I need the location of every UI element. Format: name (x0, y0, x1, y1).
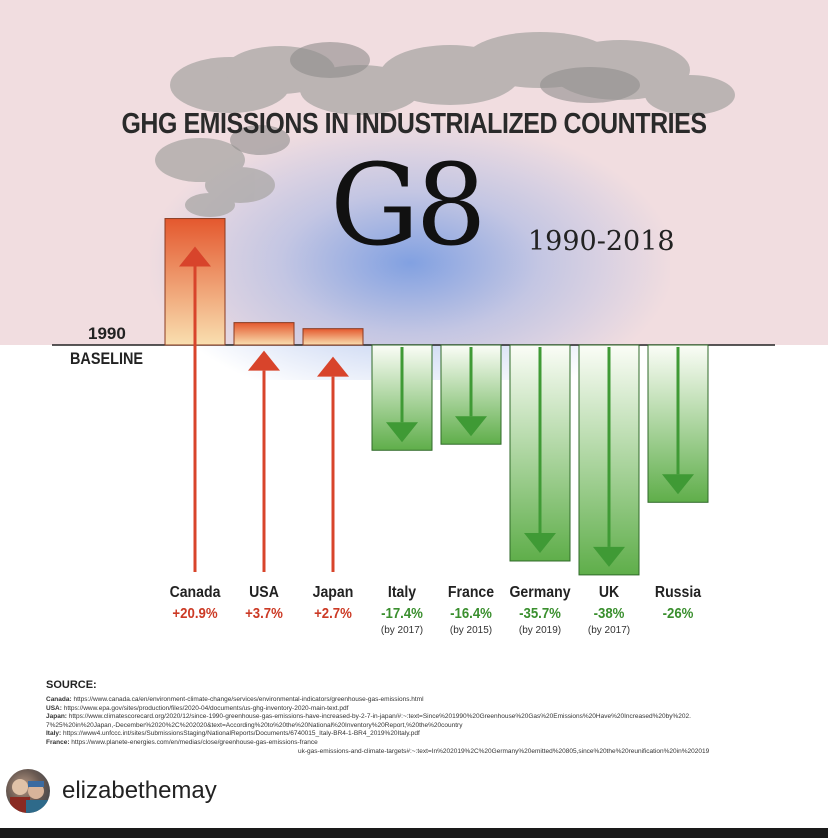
arrow-head-japan (317, 356, 349, 377)
value-label-canada: +20.9% (172, 605, 218, 622)
category-label-russia: Russia (654, 584, 702, 601)
chart-title: GHG EMISSIONS IN INDUSTRIALIZED COUNTRIE… (121, 108, 707, 140)
value-label-usa: +3.7% (245, 605, 283, 622)
source-heading: SOURCE: (46, 679, 97, 691)
note-label-uk: (by 2017) (587, 625, 631, 636)
avatar-photo (10, 779, 48, 813)
category-label-usa: USA (249, 584, 279, 601)
bottom-bar (0, 828, 828, 838)
source-country: France: (46, 739, 72, 746)
source-country: Canada: (46, 696, 74, 703)
source-url[interactable]: https://www4.unfccc.int/sites/Submission… (62, 730, 420, 738)
arrow-head-france (455, 416, 487, 437)
source-line: France: https://www.planete-energies.com… (46, 739, 776, 746)
source-country: Italy: (46, 730, 63, 738)
post-footer (0, 756, 828, 828)
arrow-head-canada (179, 246, 211, 267)
note-label-france: (by 2015) (449, 625, 493, 636)
arrow-head-usa (248, 350, 280, 371)
note-label-germany: (by 2019) (518, 625, 562, 636)
source-line: uk-gas-emissions-and-climate-targets#:~:… (298, 748, 828, 755)
source-url[interactable]: uk-gas-emissions-and-climate-targets#:~:… (298, 747, 710, 755)
source-line: 7%25%20in%20Japan,-December%2020%2C%2020… (46, 722, 776, 729)
source-country: USA: (46, 704, 64, 712)
source-line: USA: https://www.epa.gov/sites/productio… (46, 705, 776, 712)
category-label-italy: Italy (387, 584, 417, 601)
category-label-japan: Japan (312, 584, 354, 601)
arrow-head-russia (662, 474, 694, 495)
bar-chart (52, 218, 775, 576)
value-label-germany: -35.7% (519, 605, 561, 622)
baseline-year-label: 1990 (88, 324, 126, 343)
source-country: Japan: (46, 713, 69, 721)
category-label-france: France (447, 584, 495, 601)
source-url[interactable]: https://www.canada.ca/en/environment-cli… (73, 696, 424, 703)
source-url[interactable]: https://www.epa.gov/sites/production/fil… (63, 704, 349, 712)
source-line: Italy: https://www4.unfccc.int/sites/Sub… (46, 730, 776, 737)
arrow-head-italy (386, 422, 418, 443)
note-label-italy: (by 2017) (380, 625, 424, 636)
category-label-canada: Canada (169, 584, 221, 601)
username-link[interactable]: elizabethemay (62, 777, 217, 804)
smoke-clouds (155, 32, 735, 217)
value-label-russia: -26% (662, 605, 694, 622)
value-label-italy: -17.4% (381, 605, 423, 622)
source-url[interactable]: 7%25%20in%20Japan,-December%2020%2C%2020… (46, 721, 463, 729)
period-label: 1990-2018 (528, 226, 675, 257)
source-url[interactable]: https://www.planete-energies.com/en/medi… (71, 739, 318, 746)
category-label-uk: UK (598, 584, 620, 601)
baseline-label: BASELINE (70, 349, 144, 368)
source-line: Canada: https://www.canada.ca/en/environ… (46, 696, 776, 703)
arrow-head-uk (593, 546, 625, 567)
bar-japan (302, 328, 364, 346)
avatar[interactable] (6, 769, 50, 813)
bar-usa (233, 322, 295, 346)
source-url[interactable]: https://www.climatescorecard.org/2020/12… (68, 713, 691, 721)
arrow-head-germany (524, 532, 556, 553)
value-label-france: -16.4% (450, 605, 492, 622)
value-label-uk: -38% (593, 605, 625, 622)
value-label-japan: +2.7% (314, 605, 352, 622)
source-line: Japan: https://www.climatescorecard.org/… (46, 713, 776, 720)
category-label-germany: Germany (509, 584, 571, 601)
group-heading: G8 (330, 141, 487, 271)
